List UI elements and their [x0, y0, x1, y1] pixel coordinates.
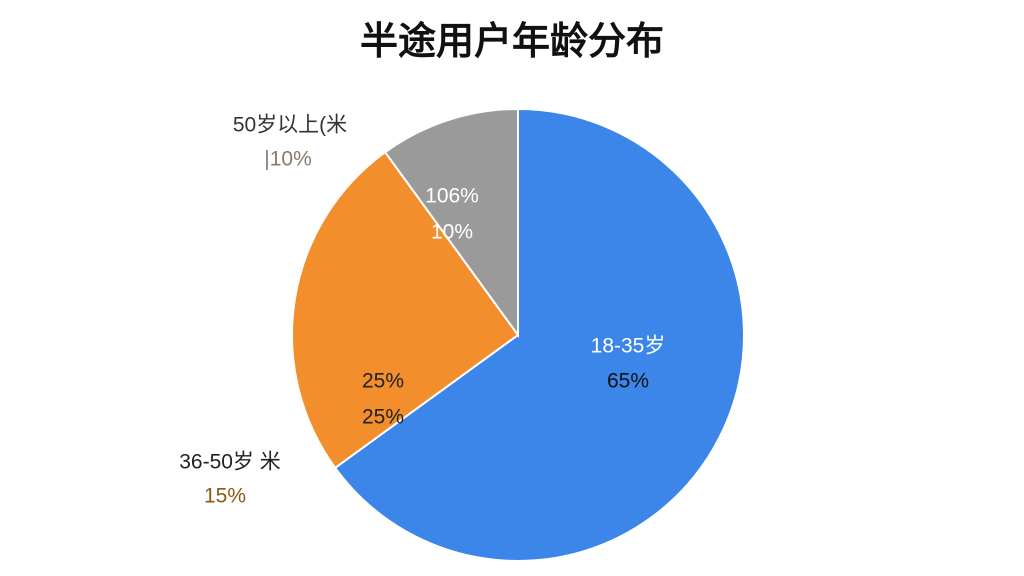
annotation: 15% [204, 485, 246, 508]
category-label: 18-35岁 [591, 335, 666, 358]
pie-slice [291, 150, 520, 470]
pie-slice [383, 107, 519, 339]
pie-slice [333, 107, 745, 562]
category-label: 50岁以上(米 [233, 114, 347, 137]
category-label: 36-50岁 米 [179, 451, 281, 474]
value-label: 65% [607, 370, 649, 393]
annotation: |10% [264, 148, 312, 171]
annotation: 106% [425, 185, 479, 208]
chart-title: 半途用户年龄分布 [360, 20, 664, 63]
value-label: 25% [362, 406, 404, 429]
annotation: 25% [362, 370, 404, 393]
value-label: 10% [431, 221, 473, 244]
